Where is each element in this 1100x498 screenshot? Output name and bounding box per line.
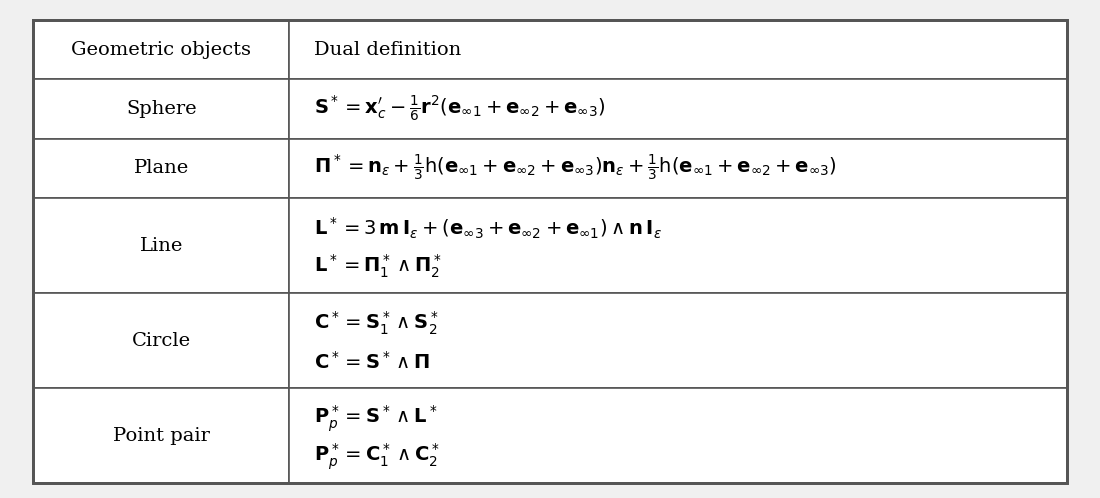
Text: Sphere: Sphere [125,100,197,118]
Bar [289,20,1067,79]
Text: Line: Line [140,237,183,254]
Text: $\mathbf{L}^* = \boldsymbol{\Pi}_1^* \wedge \boldsymbol{\Pi}_2^*$: $\mathbf{L}^* = \boldsymbol{\Pi}_1^* \we… [314,253,441,280]
Bar [33,198,289,293]
Bar [289,198,1067,293]
Text: Geometric objects: Geometric objects [72,41,251,59]
Text: $\mathbf{C}^* = \mathbf{S}_1^* \wedge \mathbf{S}_2^*$: $\mathbf{C}^* = \mathbf{S}_1^* \wedge \m… [314,310,439,337]
Text: Plane: Plane [133,159,189,177]
Text: $\mathbf{L}^* = 3\,\mathbf{m}\,\mathbf{I}_{\epsilon} + (\mathbf{e}_{\infty 3} + : $\mathbf{L}^* = 3\,\mathbf{m}\,\mathbf{I… [314,216,662,241]
Bar [289,388,1067,483]
Bar [33,79,289,138]
Bar [289,79,1067,138]
Bar [33,388,289,483]
Text: Circle: Circle [132,332,190,350]
Bar [33,20,289,79]
Bar [33,138,289,198]
Text: $\mathbf{P}_p^* = \mathbf{C}_1^* \wedge \mathbf{C}_2^*$: $\mathbf{P}_p^* = \mathbf{C}_1^* \wedge … [314,441,439,472]
Text: $\mathbf{C}^* = \mathbf{S}^* \wedge \boldsymbol{\Pi}$: $\mathbf{C}^* = \mathbf{S}^* \wedge \bol… [314,351,430,373]
Text: $\mathbf{P}_p^* = \mathbf{S}^* \wedge \mathbf{L}^*$: $\mathbf{P}_p^* = \mathbf{S}^* \wedge \m… [314,403,437,434]
Bar [289,293,1067,388]
Text: $\mathbf{S}^* = \mathbf{x}^{\prime}_c - \frac{1}{6}\mathbf{r}^2(\mathbf{e}_{\inf: $\mathbf{S}^* = \mathbf{x}^{\prime}_c - … [314,94,605,124]
Bar [289,138,1067,198]
Text: $\boldsymbol{\Pi}^* = \mathbf{n}_{\epsilon} + \frac{1}{3}\mathrm{h}(\mathbf{e}_{: $\boldsymbol{\Pi}^* = \mathbf{n}_{\epsil… [314,153,836,183]
Text: Dual definition: Dual definition [314,41,461,59]
Bar [33,293,289,388]
Text: Point pair: Point pair [113,427,210,445]
